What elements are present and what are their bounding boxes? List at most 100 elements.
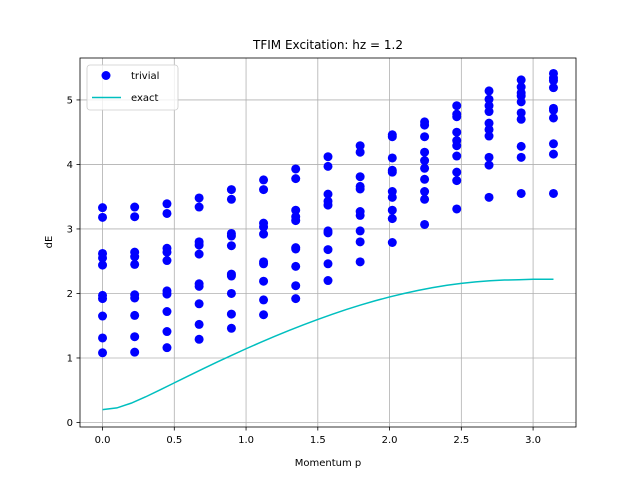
trivial-point <box>387 153 397 163</box>
trivial-point <box>194 193 204 203</box>
trivial-point <box>420 132 430 142</box>
y-tick-label: 5 <box>67 95 73 106</box>
trivial-point <box>323 152 333 162</box>
chart-title: TFIM Excitation: hz = 1.2 <box>252 38 403 52</box>
trivial-point <box>259 218 269 228</box>
trivial-point <box>194 319 204 329</box>
trivial-point <box>323 245 333 255</box>
x-tick-label: 0.5 <box>166 435 182 446</box>
trivial-point <box>355 172 365 182</box>
trivial-point <box>98 248 108 258</box>
trivial-point <box>548 188 558 198</box>
trivial-point <box>226 269 236 279</box>
trivial-point <box>420 117 430 127</box>
trivial-point <box>452 109 462 119</box>
trivial-point <box>387 205 397 215</box>
trivial-point <box>98 212 108 222</box>
trivial-point <box>484 131 494 141</box>
y-tick-label: 4 <box>67 160 73 171</box>
trivial-point <box>452 101 462 111</box>
trivial-point <box>162 256 172 266</box>
trivial-point <box>548 83 558 93</box>
trivial-point <box>452 204 462 214</box>
trivial-point <box>259 185 269 195</box>
legend-marker-trivial <box>101 71 111 80</box>
trivial-point <box>98 348 108 358</box>
trivial-point <box>420 174 430 184</box>
trivial-point <box>259 229 269 239</box>
trivial-point <box>291 212 301 222</box>
trivial-point <box>452 167 462 177</box>
trivial-point <box>323 189 333 199</box>
plot-area <box>80 58 576 427</box>
trivial-point <box>98 203 108 213</box>
trivial-point <box>162 307 172 317</box>
trivial-point <box>548 149 558 159</box>
x-tick-label: 0.0 <box>95 435 111 446</box>
trivial-point <box>194 202 204 212</box>
trivial-point <box>484 118 494 128</box>
trivial-point <box>98 333 108 343</box>
trivial-point <box>355 226 365 236</box>
trivial-point <box>130 247 140 257</box>
trivial-point <box>194 334 204 344</box>
trivial-point <box>291 261 301 271</box>
x-tick-label: 1.5 <box>310 435 326 446</box>
trivial-point <box>484 94 494 104</box>
y-tick-label: 0 <box>67 418 73 429</box>
trivial-point <box>194 279 204 289</box>
exact-line <box>102 278 554 411</box>
trivial-point <box>420 163 430 173</box>
trivial-point <box>420 156 430 166</box>
trivial-point <box>420 219 430 229</box>
trivial-point <box>452 151 462 161</box>
x-tick-label: 3.0 <box>525 435 541 446</box>
trivial-point <box>259 175 269 185</box>
trivial-point <box>162 286 172 296</box>
trivial-point <box>420 147 430 157</box>
trivial-point <box>387 238 397 247</box>
y-tick-label: 1 <box>67 353 73 364</box>
trivial-point <box>162 208 172 218</box>
trivial-point <box>259 257 269 267</box>
trivial-point <box>484 125 494 135</box>
trivial-point <box>194 299 204 309</box>
trivial-point <box>323 226 333 236</box>
x-axis-label: Momentum p <box>295 458 362 469</box>
trivial-point <box>516 75 526 85</box>
trivial-point <box>355 141 365 151</box>
trivial-point <box>484 160 494 170</box>
trivial-point <box>548 68 558 78</box>
trivial-point <box>355 237 365 247</box>
trivial-point <box>484 101 494 111</box>
trivial-point <box>484 192 494 202</box>
trivial-point <box>291 205 301 215</box>
trivial-point <box>420 194 430 204</box>
trivial-point <box>259 295 269 305</box>
trivial-point <box>548 103 558 113</box>
trivial-point <box>98 290 108 300</box>
trivial-point <box>259 276 269 286</box>
trivial-point <box>98 260 108 270</box>
plot-frame <box>79 57 577 428</box>
trivial-point <box>291 281 301 291</box>
trivial-point <box>130 347 140 357</box>
trivial-point <box>323 259 333 269</box>
trivial-point <box>130 202 140 212</box>
trivial-point <box>226 288 236 298</box>
trivial-point <box>516 152 526 162</box>
y-tick-label: 2 <box>67 289 73 300</box>
trivial-point <box>226 323 236 333</box>
trivial-point <box>226 241 236 251</box>
trivial-point <box>130 259 140 269</box>
trivial-point <box>162 327 172 337</box>
trivial-point <box>516 114 526 124</box>
exact-series <box>102 278 554 411</box>
trivial-point <box>452 176 462 186</box>
trivial-point <box>226 228 236 238</box>
trivial-point <box>355 181 365 191</box>
trivial-point <box>387 130 397 140</box>
trivial-point <box>516 82 526 92</box>
trivial-point <box>484 86 494 96</box>
